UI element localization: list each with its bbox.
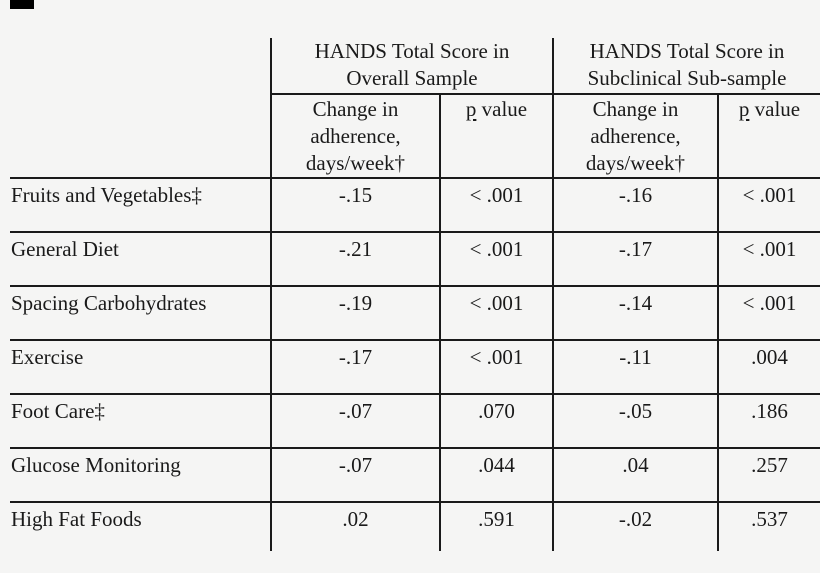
col-header-change-overall: Change in adherence, days/week† [270, 93, 440, 180]
table-row-general-diet: General Diet -.21 < .001 -.17 < .001 [10, 232, 820, 288]
cell-overall-pvalue: < .001 [439, 178, 553, 234]
cell-overall-change: -.15 [270, 178, 440, 234]
cell-overall-change: -.07 [270, 394, 440, 450]
row-label: High Fat Foods [11, 507, 142, 532]
cell-overall-pvalue: < .001 [439, 232, 553, 288]
cell-overall-pvalue: .044 [439, 448, 553, 504]
row-label: Foot Care‡ [10, 394, 271, 450]
col-header-pvalue-overall: p value [439, 93, 553, 180]
cell-subclinical-change: -.02 [552, 502, 718, 552]
cell-overall-change: -.17 [270, 340, 440, 396]
cell-subclinical-change: .04 [552, 448, 718, 504]
scan-artifact-mark [10, 0, 34, 9]
cell-subclinical-change: -.05 [552, 394, 718, 450]
cell-overall-pvalue: < .001 [439, 340, 553, 396]
cell-subclinical-change: -.17 [552, 232, 718, 288]
row-label: Fruits and Vegetables‡ [10, 178, 271, 234]
cell-subclinical-pvalue: .186 [716, 394, 820, 450]
cell-subclinical-pvalue: < .001 [716, 232, 820, 288]
p-symbol: p [738, 96, 750, 121]
table-row-exercise: Exercise -.17 < .001 -.11 .004 [10, 340, 820, 396]
row-label: Spacing Carbohydrates [10, 286, 271, 342]
group-header-overall-sample: HANDS Total Score in Overall Sample [270, 38, 553, 95]
cell-subclinical-pvalue: < .001 [716, 286, 820, 342]
hands-adherence-table: HANDS Total Score in Overall Sample HAND… [10, 38, 820, 552]
cell-subclinical-change: -.14 [552, 286, 718, 342]
table-row-fruits-vegetables: Fruits and Vegetables‡ -.15 < .001 -.16 … [10, 178, 820, 234]
cell-subclinical-pvalue: .257 [716, 448, 820, 504]
subheader-blank-cell [10, 93, 271, 180]
cell-subclinical-pvalue: .537 [716, 502, 820, 552]
cell-subclinical-change: -.11 [552, 340, 718, 396]
table-row-spacing-carbohydrates: Spacing Carbohydrates -.19 < .001 -.14 <… [10, 286, 820, 342]
cell-overall-change: -.21 [270, 232, 440, 288]
corner-blank-cell [10, 38, 271, 94]
table-row-high-fat-foods: High Fat Foods .02 .591 -.02 .537 [10, 502, 820, 552]
row-label: Glucose Monitoring [10, 448, 271, 504]
table-row-glucose-monitoring: Glucose Monitoring -.07 .044 .04 .257 [10, 448, 820, 504]
cell-overall-change: -.07 [270, 448, 440, 504]
group-header-subclinical-subsample: HANDS Total Score in Subclinical Sub-sam… [551, 38, 820, 95]
p-value-word: value [476, 96, 528, 121]
col-header-change-subclinical: Change in adherence, days/week† [552, 93, 718, 180]
p-value-word: value [749, 96, 801, 121]
group-header-row: HANDS Total Score in Overall Sample HAND… [10, 38, 820, 95]
cell-overall-change: -.19 [270, 286, 440, 342]
cell-overall-pvalue: .591 [439, 502, 553, 552]
cell-overall-pvalue: .070 [439, 394, 553, 450]
sub-header-row: Change in adherence, days/week† p value … [10, 93, 820, 180]
cell-subclinical-pvalue: < .001 [716, 178, 820, 234]
col-header-pvalue-subclinical: p value [716, 93, 820, 180]
cell-overall-pvalue: < .001 [439, 286, 553, 342]
row-label: Exercise [10, 340, 271, 396]
table-row-foot-care: Foot Care‡ -.07 .070 -.05 .186 [10, 394, 820, 450]
cell-subclinical-pvalue: .004 [716, 340, 820, 396]
cell-overall-change: .02 [270, 502, 440, 552]
p-symbol: p [465, 96, 477, 121]
row-label: General Diet [10, 232, 271, 288]
cell-subclinical-change: -.16 [552, 178, 718, 234]
